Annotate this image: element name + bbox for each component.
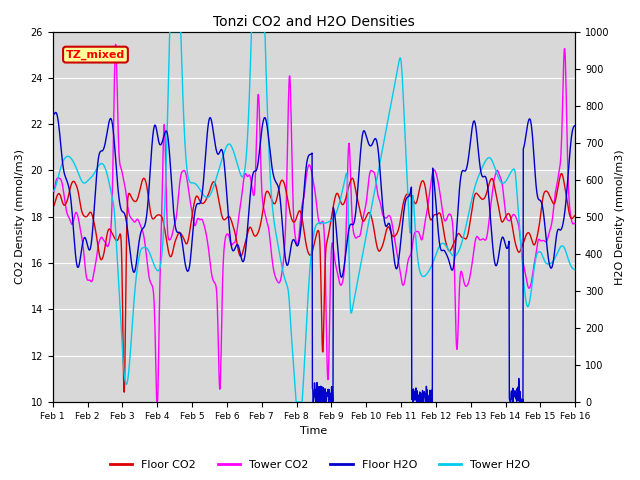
Text: TZ_mixed: TZ_mixed <box>66 49 125 60</box>
X-axis label: Time: Time <box>300 426 328 436</box>
Legend: Floor CO2, Tower CO2, Floor H2O, Tower H2O: Floor CO2, Tower CO2, Floor H2O, Tower H… <box>105 456 535 474</box>
Title: Tonzi CO2 and H2O Densities: Tonzi CO2 and H2O Densities <box>213 15 415 29</box>
Y-axis label: H2O Density (mmol/m3): H2O Density (mmol/m3) <box>615 149 625 285</box>
Y-axis label: CO2 Density (mmol/m3): CO2 Density (mmol/m3) <box>15 149 25 284</box>
